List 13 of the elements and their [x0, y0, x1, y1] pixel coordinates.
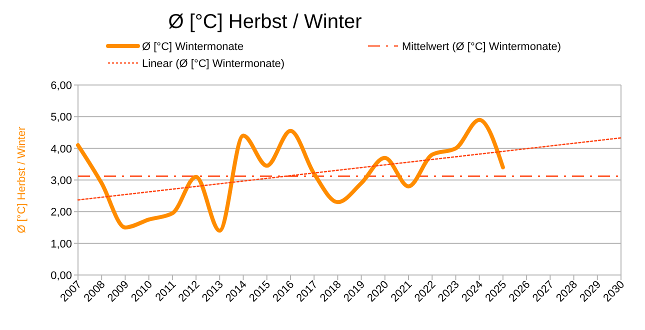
chart-title: Ø [°C] Herbst / Winter — [168, 11, 362, 33]
y-tick-label: 4,00 — [50, 143, 72, 156]
y-axis-title: Ø [°C] Herbst / Winter — [16, 126, 28, 234]
y-tick-label: 0,00 — [50, 270, 72, 282]
y-tick-label: 3,00 — [50, 175, 72, 187]
legend-label: Ø [°C] Wintermonate — [142, 41, 244, 53]
legend-label: Mittelwert (Ø [°C] Wintermonate) — [402, 41, 562, 53]
y-tick-label: 2,00 — [50, 206, 72, 219]
y-tick-label: 6,00 — [50, 80, 72, 92]
line-series — [76, 118, 505, 233]
legend-label: Linear (Ø [°C] Wintermonate) — [142, 58, 285, 70]
y-tick-label: 5,00 — [50, 112, 72, 124]
y-tick-label: 1,00 — [50, 238, 72, 250]
